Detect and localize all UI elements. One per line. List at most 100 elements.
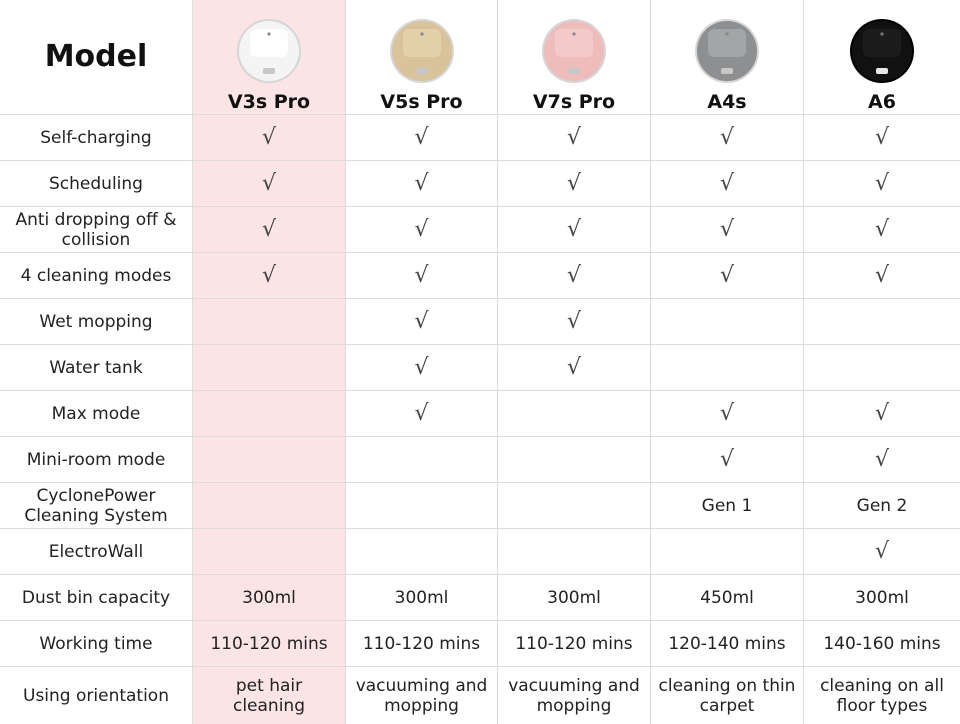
feature-label: Water tank bbox=[0, 345, 193, 391]
check-icon: √ bbox=[414, 170, 429, 196]
value-text: Gen 2 bbox=[856, 495, 908, 516]
value-cell: √ bbox=[804, 161, 960, 207]
check-icon: √ bbox=[261, 170, 277, 196]
value-cell: √ bbox=[193, 115, 346, 161]
check-icon: √ bbox=[261, 124, 277, 150]
value-text: cleaning on thin carpet bbox=[658, 675, 796, 716]
check-icon: √ bbox=[566, 308, 582, 334]
value-cell: √ bbox=[651, 161, 804, 207]
value-cell: 300ml bbox=[804, 575, 960, 621]
value-cell: cleaning on all floor types bbox=[804, 667, 960, 724]
feature-label: ElectroWall bbox=[0, 529, 193, 575]
value-cell: √ bbox=[651, 207, 804, 253]
value-cell: √ bbox=[651, 115, 804, 161]
value-cell: √ bbox=[651, 253, 804, 299]
gray-robot-vacuum-icon bbox=[695, 19, 759, 83]
value-cell: 450ml bbox=[651, 575, 804, 621]
value-cell: √ bbox=[193, 161, 346, 207]
value-cell: 300ml bbox=[346, 575, 498, 621]
value-cell: √ bbox=[498, 115, 651, 161]
check-icon: √ bbox=[719, 446, 735, 472]
pink-robot-vacuum-icon bbox=[542, 19, 606, 83]
value-cell: vacuuming and mopping bbox=[498, 667, 651, 724]
check-icon: √ bbox=[566, 216, 582, 242]
value-cell bbox=[498, 437, 651, 483]
black-robot-vacuum-icon bbox=[850, 19, 914, 83]
value-cell bbox=[193, 345, 346, 391]
value-text: 140-160 mins bbox=[823, 633, 941, 654]
value-cell bbox=[804, 299, 960, 345]
value-cell: √ bbox=[804, 529, 960, 575]
check-icon: √ bbox=[261, 216, 277, 242]
value-cell: √ bbox=[498, 345, 651, 391]
feature-label: Working time bbox=[0, 621, 193, 667]
check-icon: √ bbox=[414, 400, 429, 426]
value-cell: vacuuming and mopping bbox=[346, 667, 498, 724]
value-cell: √ bbox=[651, 437, 804, 483]
value-cell bbox=[651, 345, 804, 391]
value-cell: √ bbox=[651, 391, 804, 437]
check-icon: √ bbox=[874, 124, 890, 150]
feature-label: Mini-room mode bbox=[0, 437, 193, 483]
product-header-cell: A6 bbox=[804, 0, 960, 115]
product-name: V7s Pro bbox=[532, 91, 616, 113]
value-text: pet hair cleaning bbox=[232, 675, 305, 716]
product-header-cell: V5s Pro bbox=[346, 0, 498, 115]
feature-label: CyclonePower Cleaning System bbox=[0, 483, 193, 529]
value-cell: √ bbox=[346, 391, 498, 437]
check-icon: √ bbox=[261, 262, 277, 288]
check-icon: √ bbox=[874, 538, 890, 564]
value-text: 110-120 mins bbox=[515, 633, 633, 654]
value-cell: √ bbox=[346, 345, 498, 391]
value-text: 450ml bbox=[700, 587, 754, 608]
check-icon: √ bbox=[414, 308, 429, 334]
model-title: Model bbox=[44, 39, 148, 74]
feature-label: Scheduling bbox=[0, 161, 193, 207]
value-cell: Gen 1 bbox=[651, 483, 804, 529]
check-icon: √ bbox=[874, 216, 890, 242]
check-icon: √ bbox=[414, 262, 429, 288]
product-name: V3s Pro bbox=[227, 91, 311, 113]
value-cell: √ bbox=[346, 207, 498, 253]
value-cell: √ bbox=[804, 437, 960, 483]
feature-label: Wet mopping bbox=[0, 299, 193, 345]
value-cell bbox=[498, 391, 651, 437]
value-cell bbox=[498, 483, 651, 529]
value-cell: 110-120 mins bbox=[193, 621, 346, 667]
feature-label: Self-charging bbox=[0, 115, 193, 161]
value-cell bbox=[193, 529, 346, 575]
check-icon: √ bbox=[719, 124, 735, 150]
check-icon: √ bbox=[414, 354, 429, 380]
value-cell bbox=[346, 529, 498, 575]
champagne-robot-vacuum-icon bbox=[389, 19, 454, 83]
value-cell: √ bbox=[346, 299, 498, 345]
check-icon: √ bbox=[414, 124, 429, 150]
value-cell bbox=[346, 437, 498, 483]
white-robot-vacuum-icon bbox=[237, 19, 301, 83]
model-header-cell: Model bbox=[0, 0, 193, 115]
check-icon: √ bbox=[414, 216, 429, 242]
value-text: 300ml bbox=[855, 587, 909, 608]
product-header-cell: V7s Pro bbox=[498, 0, 651, 115]
value-cell: 300ml bbox=[193, 575, 346, 621]
value-cell: √ bbox=[193, 207, 346, 253]
value-cell: pet hair cleaning bbox=[193, 667, 346, 724]
value-cell: √ bbox=[193, 253, 346, 299]
product-header-cell: V3s Pro bbox=[193, 0, 346, 115]
value-cell bbox=[651, 529, 804, 575]
value-cell bbox=[193, 437, 346, 483]
value-cell bbox=[193, 483, 346, 529]
check-icon: √ bbox=[719, 262, 735, 288]
check-icon: √ bbox=[566, 262, 582, 288]
value-cell: √ bbox=[804, 115, 960, 161]
feature-label: Dust bin capacity bbox=[0, 575, 193, 621]
value-cell: 120-140 mins bbox=[651, 621, 804, 667]
product-name: A6 bbox=[868, 91, 896, 113]
value-cell: √ bbox=[346, 161, 498, 207]
value-cell: 110-120 mins bbox=[498, 621, 651, 667]
value-cell bbox=[804, 345, 960, 391]
value-text: vacuuming and mopping bbox=[508, 675, 640, 716]
product-header-cell: A4s bbox=[651, 0, 804, 115]
value-cell: 300ml bbox=[498, 575, 651, 621]
